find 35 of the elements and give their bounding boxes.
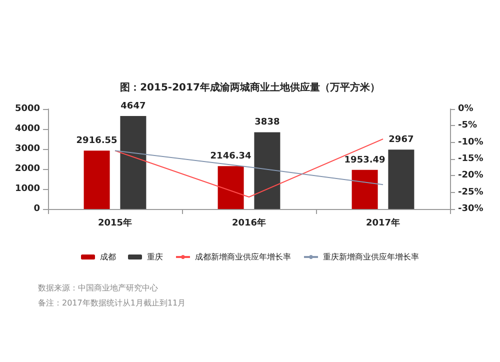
y2-tick-label: -10% xyxy=(458,137,484,148)
y-tick-label: 1000 xyxy=(14,184,40,194)
y2-tick-label: -15% xyxy=(458,154,484,164)
legend-label: 成都新增商业供应年增长率 xyxy=(195,252,291,262)
chart-title: 图：2015-2017年成渝两城商业土地供应量（万平方米） xyxy=(120,82,380,94)
bar xyxy=(218,166,244,209)
legend-label: 成都 xyxy=(100,252,116,262)
bar xyxy=(352,170,378,209)
y-tick-label: 3000 xyxy=(14,144,40,154)
y2-tick-label: -5% xyxy=(458,120,478,131)
bar xyxy=(388,150,414,209)
y2-tick-label: -30% xyxy=(458,204,484,214)
text: 备注：2017年数据统计从1月截止到11月 xyxy=(38,298,186,308)
y2-tick-label: -20% xyxy=(458,170,484,181)
data-label: 1953.49 xyxy=(344,155,386,166)
y-tick-label: 5000 xyxy=(14,104,40,114)
data-label: 4647 xyxy=(120,102,146,112)
legend-label: 重庆 xyxy=(147,252,163,262)
y-tick-label: 4000 xyxy=(14,124,40,134)
y2-tick-label: -25% xyxy=(458,187,484,198)
x-tick-label: 2016年 xyxy=(232,218,266,228)
source-note: 数据来源：中国商业地产研究中心 xyxy=(38,284,158,292)
data-label: 2967 xyxy=(388,135,414,146)
bar xyxy=(254,132,280,209)
data-label: 2146.34 xyxy=(210,152,252,162)
data-label: 3838 xyxy=(254,118,280,128)
bar xyxy=(120,116,146,209)
x-tick-label: 2015年 xyxy=(98,218,132,228)
x-tick-label: 2017年 xyxy=(366,218,400,228)
y2-tick-label: 0% xyxy=(458,104,474,114)
data-label: 2916.55 xyxy=(76,136,118,146)
legend-label: 重庆新增商业供应年增长率 xyxy=(323,252,419,262)
y-tick-label: 2000 xyxy=(14,164,40,174)
y-tick-label: 0 xyxy=(34,204,40,214)
bar xyxy=(84,150,110,209)
